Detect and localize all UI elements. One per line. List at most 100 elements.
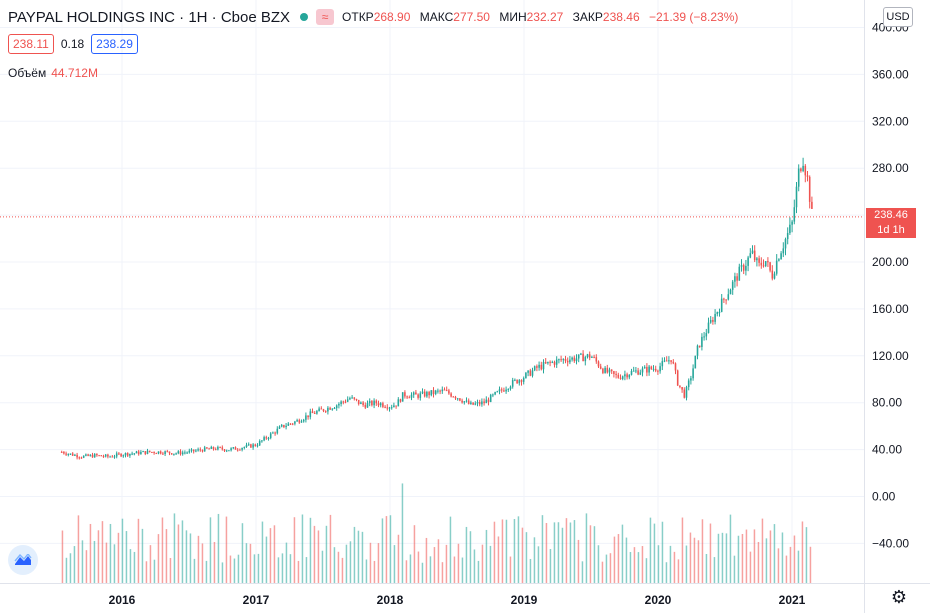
candle-body [338,403,340,406]
candle-body [243,446,246,448]
bid-button[interactable]: 238.11 [8,34,54,54]
candle-body [410,394,413,398]
x-tick-label: 2021 [779,593,806,607]
volume-bar [381,518,384,583]
candle-body [505,389,507,392]
volume-bar [661,521,664,583]
candle-body [181,452,184,455]
candle-body [544,362,547,364]
volume-bar [329,514,332,583]
candle-body [412,392,415,395]
candle-body [771,270,774,279]
candle-body [142,451,144,453]
candle-body [606,367,609,373]
low-label: МИН [499,10,527,24]
candle-body [291,423,294,425]
candle-body [450,393,452,397]
candle-body [272,432,274,434]
volume-bar [413,525,416,583]
volume-bar [173,513,176,583]
candle-body [698,345,701,348]
candle-body [256,445,259,447]
volume-bar [321,550,324,583]
symbol-title[interactable]: PAYPAL HOLDINGS INC · 1H · Cboe BZX [8,8,291,26]
candle-body [247,444,250,446]
volume-bar [757,541,760,583]
candle-body [483,401,485,404]
volume-bar [513,519,516,583]
volume-bar [345,544,348,583]
volume-bar [65,557,68,583]
volume-bar [733,555,736,583]
candle-body [764,261,767,266]
volume-bar [497,536,500,583]
candle-body [67,453,70,455]
candle-body [762,265,765,267]
candle-body [250,444,252,448]
candle-body [393,405,395,408]
volume-bar [197,535,200,583]
y-tick-label: −40.00 [872,536,909,550]
currency-button[interactable]: USD [883,7,913,27]
candle-body [800,168,802,171]
candle-body [148,450,151,452]
candle-body [703,336,705,338]
candle-body [437,390,439,392]
volume-bar [453,556,456,583]
volume-bar [153,559,156,583]
volume-bar [613,536,616,583]
volume-bar [785,555,788,583]
candle-body [701,336,703,348]
volume-bar [685,545,688,583]
candle-body [126,453,129,456]
candle-body [630,370,633,375]
candle-body [245,444,248,447]
candle-body [448,390,450,394]
candle-body [531,370,534,376]
candle-body [351,397,353,399]
candle-body [487,399,490,402]
candle-body [566,360,569,363]
settings-gear-icon[interactable]: ⚙ [890,587,908,607]
candle-body [184,452,186,454]
candle-body [758,258,760,263]
volume-bar [729,514,732,583]
compare-icon[interactable]: ≈ [316,9,335,25]
candle-body [615,373,617,375]
candle-body [624,374,626,377]
candle-body [223,449,226,451]
volume-bar [221,562,224,583]
candle-body [417,394,419,398]
candle-body [665,360,668,362]
volume-bar [605,554,608,583]
candle-body [217,446,219,450]
candle-body [494,392,496,395]
volume-bar [501,519,504,583]
candle-body [96,454,98,456]
candle-body [373,400,375,406]
candle-body [720,298,723,312]
candle-body [210,446,213,449]
volume-bar [405,560,408,583]
candle-body [230,448,232,451]
y-tick-label: 40.00 [872,443,902,457]
tradingview-logo-icon[interactable] [8,545,38,575]
volume-bar [373,560,376,583]
volume-bar [561,527,564,583]
candle-body [278,426,281,429]
volume-bar [565,518,568,583]
candle-body [305,415,307,420]
volume-bar [657,545,660,583]
candle-body [100,455,103,457]
volume-bar [425,537,428,583]
candle-body [676,370,679,386]
volume-bar [589,525,592,583]
candle-body [364,405,367,408]
candle-body [203,447,206,452]
ask-button[interactable]: 238.29 [91,34,138,54]
volume-bar [165,529,168,583]
candle-body [261,440,263,442]
candle-body [335,405,338,409]
volume-bar [289,554,292,583]
